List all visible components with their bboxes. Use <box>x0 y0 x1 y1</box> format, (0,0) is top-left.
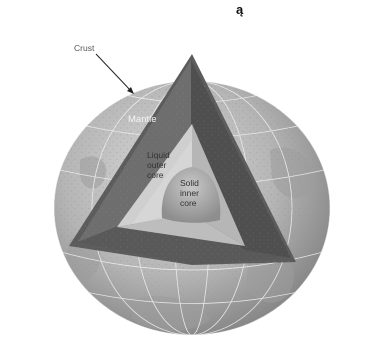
cutaway <box>60 54 300 270</box>
crust-pointer <box>95 53 134 94</box>
inner-core-layer <box>161 167 221 223</box>
inner-core-label: Solid inner core <box>180 178 199 208</box>
mantle-label: Mantle <box>128 114 157 125</box>
outer-core-label-line-2: outer <box>147 160 167 170</box>
inner-core-label-line-2: inner <box>180 188 199 198</box>
top-mark: ą <box>236 2 244 17</box>
outer-core-label-line-3: core <box>147 170 164 180</box>
crust-label: Crust <box>74 43 95 53</box>
outer-core-label-line-1: Liquid <box>147 150 170 160</box>
outer-core-label: Liquid outer core <box>147 150 170 180</box>
inner-core-label-line-3: core <box>180 198 197 208</box>
inner-core-label-line-1: Solid <box>180 178 199 188</box>
